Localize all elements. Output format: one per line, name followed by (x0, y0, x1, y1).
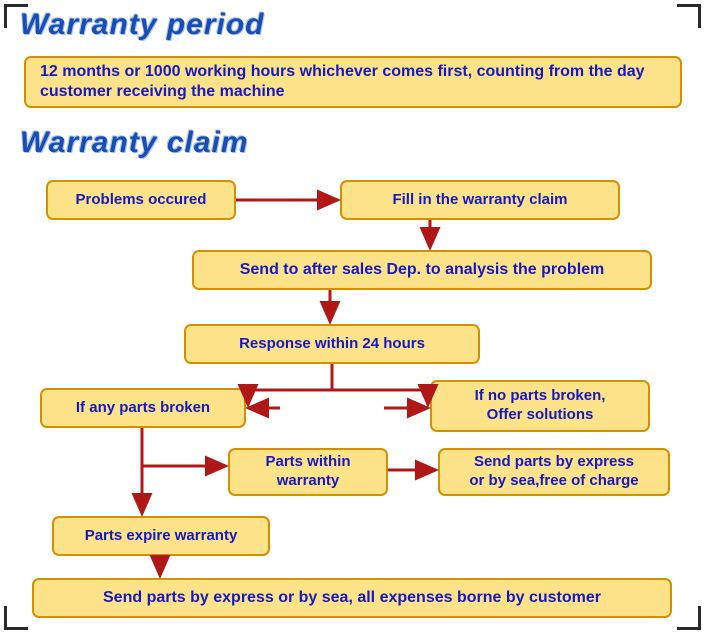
box-problems-occurred: Problems occured (46, 180, 236, 220)
box-response-24h: Response within 24 hours (184, 324, 480, 364)
box-expire-warranty: Parts expire warranty (52, 516, 270, 556)
corner-decoration (4, 606, 28, 630)
box-within-warranty: Parts within warranty (228, 448, 388, 496)
heading-warranty-claim: Warranty claim (20, 126, 249, 160)
box-fill-claim: Fill in the warranty claim (340, 180, 620, 220)
box-send-department: Send to after sales Dep. to analysis the… (192, 250, 652, 290)
corner-decoration (677, 4, 701, 28)
box-parts-broken: If any parts broken (40, 388, 246, 428)
corner-decoration (677, 606, 701, 630)
box-send-customer-pay: Send parts by express or by sea, all exp… (32, 578, 672, 618)
box-no-parts-broken: If no parts broken, Offer solutions (430, 380, 650, 432)
box-send-free: Send parts by express or by sea,free of … (438, 448, 670, 496)
heading-warranty-period: Warranty period (20, 8, 265, 42)
box-period-description: 12 months or 1000 working hours whicheve… (24, 56, 682, 108)
